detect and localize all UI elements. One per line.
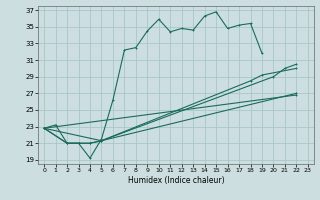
X-axis label: Humidex (Indice chaleur): Humidex (Indice chaleur) <box>128 176 224 185</box>
